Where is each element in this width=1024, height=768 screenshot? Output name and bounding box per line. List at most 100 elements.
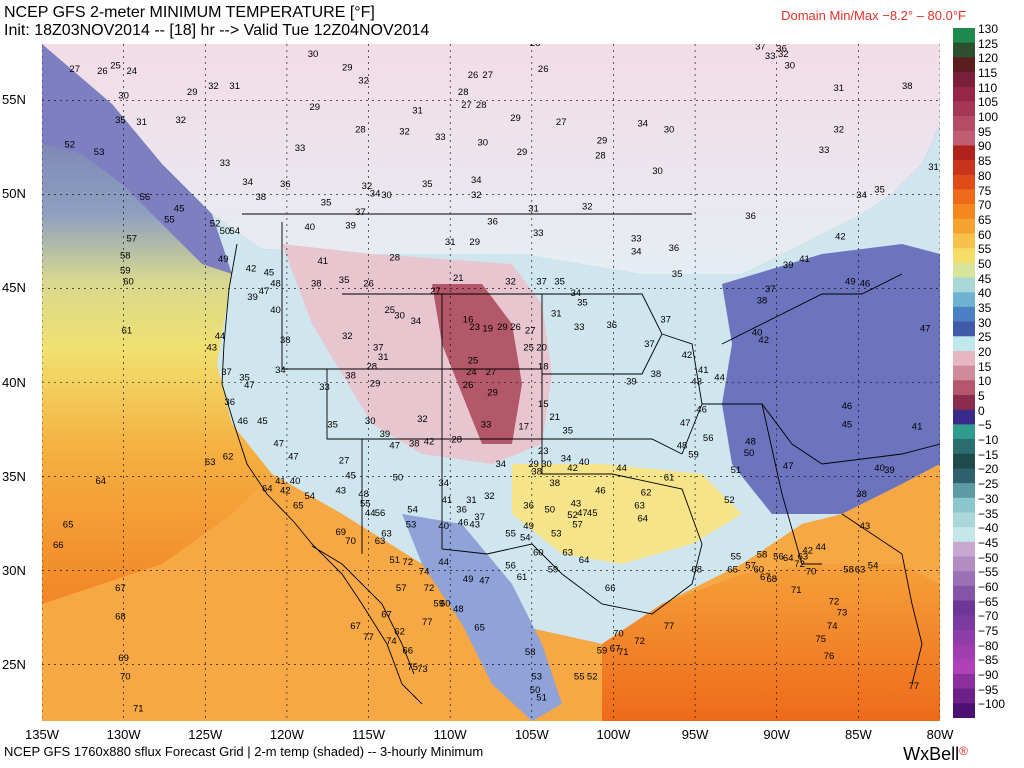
temperature-label: 27 xyxy=(556,117,567,128)
temperature-label: 66 xyxy=(402,645,413,656)
temperature-label: 37 xyxy=(474,512,485,523)
temperature-label: 35 xyxy=(874,185,885,196)
temperature-label: 31 xyxy=(378,352,389,363)
temperature-label: 36 xyxy=(523,501,534,512)
temperature-label: 74 xyxy=(419,566,430,577)
temperature-label: 66 xyxy=(605,583,616,594)
temperature-label: 42 xyxy=(835,232,846,243)
temperature-label: 32 xyxy=(582,202,593,213)
temperature-label: 45 xyxy=(257,416,268,427)
temperature-label: 67 xyxy=(350,621,361,632)
colorbar-swatch xyxy=(953,145,975,161)
temperature-label: 53 xyxy=(551,529,562,540)
temperature-label: 56 xyxy=(773,551,784,562)
temperature-label: 21 xyxy=(549,412,560,423)
temperature-label: 41 xyxy=(275,476,286,487)
temperature-label: 55 xyxy=(164,215,175,226)
temperature-label: 72 xyxy=(794,559,805,570)
temperature-label: 53 xyxy=(531,672,542,683)
colorbar-label: 120 xyxy=(978,51,999,66)
temperature-label: 55 xyxy=(505,529,516,540)
temperature-label: 50 xyxy=(545,504,556,515)
temperature-label: 48 xyxy=(358,489,369,500)
temperature-label: 49 xyxy=(523,521,534,532)
temperature-label: 48 xyxy=(745,437,756,448)
temperature-label: 42 xyxy=(802,546,813,557)
temperature-label: 70 xyxy=(613,628,624,639)
colorbar-label: 20 xyxy=(978,345,992,359)
temperature-label: 26 xyxy=(463,380,474,391)
temperature-label: 35 xyxy=(562,425,573,436)
temperature-label: 35 xyxy=(577,297,588,308)
temperature-label: 34 xyxy=(571,288,582,299)
colorbar-swatch xyxy=(953,204,975,220)
temperature-label: 74 xyxy=(827,621,838,632)
temperature-label: 55 xyxy=(574,672,585,683)
colorbar-label: 80 xyxy=(978,168,992,183)
footer-caption: NCEP GFS 1760x880 sflux Forecast Grid | … xyxy=(4,744,484,759)
colorbar-swatch xyxy=(953,380,975,396)
temperature-label: 31 xyxy=(466,495,477,506)
temperature-label: 47 xyxy=(389,440,400,451)
temperature-label: 40 xyxy=(438,521,449,532)
temperature-label: 47 xyxy=(259,286,270,297)
temperature-label: 68 xyxy=(691,564,702,575)
longitude-label: 90W xyxy=(763,727,791,742)
colorbar-label: 65 xyxy=(978,212,992,227)
temperature-label: 29 xyxy=(309,102,320,113)
colorbar-label: −55 xyxy=(978,565,999,580)
temperature-label: 71 xyxy=(133,704,144,715)
colorbar-label: −40 xyxy=(978,521,999,536)
colorbar-label: −65 xyxy=(978,594,999,609)
temperature-label: 30 xyxy=(478,138,489,149)
colorbar-label: 10 xyxy=(978,374,992,389)
temperature-label: 43 xyxy=(207,343,218,354)
colorbar-swatch xyxy=(953,72,975,88)
colorbar-label: −95 xyxy=(978,682,999,697)
temperature-label: 30 xyxy=(541,459,552,470)
temperature-label: 44 xyxy=(816,542,827,553)
temperature-label: 49 xyxy=(463,574,474,585)
temperature-label: 39 xyxy=(626,376,637,387)
temperature-label: 32 xyxy=(505,277,516,288)
temperature-label: 27 xyxy=(339,455,350,466)
temperature-label: 28 xyxy=(355,124,366,135)
temperature-label: 24 xyxy=(466,367,477,378)
temperature-label: 35 xyxy=(554,277,565,288)
colorbar-label: −90 xyxy=(978,668,999,682)
temperature-label: 58 xyxy=(843,564,854,575)
temperature-label: 37 xyxy=(355,207,366,218)
temperature-label: 36 xyxy=(456,504,467,515)
temperature-label: 29 xyxy=(370,378,381,389)
temperature-label: 32 xyxy=(471,190,482,201)
temperature-label: 35 xyxy=(115,115,126,126)
temperature-label: 33 xyxy=(631,234,642,245)
temperature-label: 29 xyxy=(487,388,498,399)
temperature-label: 34 xyxy=(496,459,507,470)
temperature-label: 65 xyxy=(474,623,485,634)
colorbar-swatch xyxy=(953,673,975,690)
colorbar-swatch xyxy=(953,277,975,293)
temperature-label: 40 xyxy=(752,328,763,339)
temperature-label: 35 xyxy=(672,269,683,280)
colorbar-swatch xyxy=(953,512,975,528)
colorbar-label: 40 xyxy=(978,286,992,301)
temperature-label: 72 xyxy=(424,583,435,594)
domain-minmax: Domain Min/Max −8.2° – 80.0°F xyxy=(781,8,966,23)
temperature-label: 29 xyxy=(597,136,608,147)
colorbar-swatch xyxy=(953,350,975,367)
colorbar-swatch xyxy=(953,248,975,264)
temperature-label: 36 xyxy=(607,320,618,331)
temperature-label: 61 xyxy=(517,572,528,583)
temperature-label: 41 xyxy=(912,422,923,433)
temperature-label: 77 xyxy=(363,632,374,643)
colorbar-swatch xyxy=(953,116,975,132)
temperature-label: 28 xyxy=(389,252,400,263)
temperature-label: 39 xyxy=(380,429,391,440)
temperature-label: 46 xyxy=(696,405,707,416)
temperature-label: 63 xyxy=(375,536,386,547)
temperature-label: 53 xyxy=(406,519,417,530)
temperature-label: 38 xyxy=(256,192,267,203)
canada-land xyxy=(42,44,940,274)
colorbar-swatch xyxy=(953,585,975,602)
